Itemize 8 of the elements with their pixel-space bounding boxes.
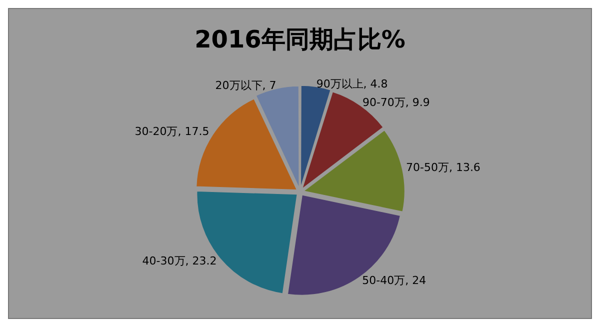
- slice-label: 50-40万, 24: [362, 274, 426, 287]
- slice-label: 40-30万, 23.2: [142, 254, 217, 268]
- slice-label: 20万以下, 7: [215, 78, 276, 92]
- slice-label: 30-20万, 17.5: [134, 125, 210, 138]
- slice-label: 90万以上, 4.8: [316, 77, 388, 90]
- chart-title: 2016年同期占比%: [194, 26, 406, 54]
- slice-label: 90-70万, 9.9: [362, 96, 430, 109]
- slice-label: 70-50万, 13.6: [406, 161, 480, 174]
